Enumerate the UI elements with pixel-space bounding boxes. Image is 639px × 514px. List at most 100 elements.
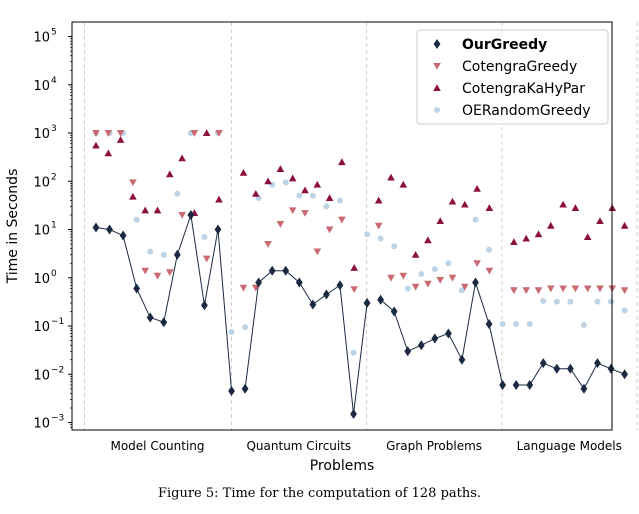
data-point-CotengraGreedy-5 — [153, 272, 162, 280]
data-point-CotengraKaHyPar-7 — [178, 154, 186, 162]
data-point-CotengraKaHyPar-20 — [350, 264, 358, 271]
data-point-CotengraGreedy-17 — [313, 248, 322, 256]
data-point-CotengraGreedy-0 — [92, 130, 100, 137]
data-point-OurGreedy-22 — [390, 306, 398, 317]
data-point-OERandomGreedy-39 — [621, 307, 628, 314]
data-point-OurGreedy-18 — [336, 280, 344, 291]
series-layer — [92, 129, 629, 420]
data-point-CotengraGreedy-7 — [178, 212, 186, 219]
data-point-CotengraGreedy-38 — [596, 285, 604, 293]
data-point-CotengraKaHyPar-30 — [485, 204, 494, 211]
data-point-CotengraGreedy-4 — [141, 267, 149, 275]
data-point-OERandomGreedy-4 — [147, 248, 154, 255]
data-point-OurGreedy-29 — [485, 319, 493, 330]
data-point-OurGreedy-10 — [228, 386, 235, 397]
data-point-OurGreedy-13 — [268, 265, 276, 276]
data-point-CotengraKaHyPar-14 — [276, 165, 285, 172]
data-point-CotengraKaHyPar-10 — [215, 195, 223, 203]
data-point-CotengraGreedy-33 — [534, 287, 543, 295]
data-point-OERandomGreedy-10 — [228, 329, 235, 336]
data-point-OERandomGreedy-24 — [418, 270, 425, 277]
data-point-OERandomGreedy-5 — [160, 251, 167, 258]
data-point-OurGreedy-1 — [106, 224, 113, 235]
series-line-OurGreedy-0 — [95, 214, 233, 392]
data-point-CotengraKaHyPar-13 — [264, 177, 272, 185]
y-tick-label-5: 10 — [33, 175, 50, 190]
data-point-OurGreedy-9 — [214, 224, 222, 235]
y-tick-exponent-6: 3 — [51, 124, 57, 134]
data-point-CotengraKaHyPar-27 — [448, 197, 457, 205]
data-point-CotengraKaHyPar-34 — [547, 221, 555, 229]
data-point-OERandomGreedy-31 — [513, 321, 520, 328]
y-tick-label-3: 10 — [33, 272, 50, 287]
data-point-CotengraKaHyPar-19 — [338, 158, 346, 166]
x-group-label-3: Language Models — [517, 439, 622, 453]
data-point-OurGreedy-15 — [295, 277, 303, 288]
y-tick-label-6: 10 — [33, 127, 50, 142]
data-point-OERandomGreedy-8 — [201, 233, 208, 240]
data-point-CotengraGreedy-27 — [448, 274, 457, 282]
data-point-CotengraGreedy-30 — [485, 267, 494, 275]
data-point-OurGreedy-35 — [566, 363, 574, 374]
data-point-OERandomGreedy-23 — [404, 285, 411, 292]
data-point-OurGreedy-25 — [431, 333, 439, 344]
data-point-CotengraGreedy-19 — [338, 216, 346, 224]
data-point-CotengraKaHyPar-2 — [116, 136, 125, 143]
data-point-OERandomGreedy-26 — [445, 260, 452, 267]
data-point-CotengraKaHyPar-18 — [325, 194, 334, 202]
data-point-CotengraKaHyPar-23 — [399, 180, 408, 188]
data-point-OERandomGreedy-17 — [323, 203, 330, 210]
y-tick-exponent-1: −2 — [51, 365, 64, 375]
data-point-CotengraGreedy-23 — [399, 272, 408, 280]
y-tick-label-8: 10 — [33, 31, 50, 46]
data-point-CotengraGreedy-16 — [301, 210, 309, 217]
data-point-OurGreedy-34 — [553, 363, 561, 374]
data-point-OurGreedy-26 — [445, 328, 452, 339]
data-point-CotengraGreedy-10 — [215, 130, 223, 137]
y-tick-label-0: 10 — [33, 417, 50, 432]
y-tick-label-1: 10 — [33, 368, 50, 383]
data-point-CotengraKaHyPar-12 — [252, 190, 260, 197]
data-point-OurGreedy-33 — [539, 358, 547, 369]
x-axis: Model Counting Quantum Circuits Graph Prob… — [110, 439, 621, 453]
y-tick-exponent-3: 0 — [51, 269, 57, 279]
data-point-OERandomGreedy-20 — [364, 231, 371, 238]
data-point-CotengraGreedy-28 — [461, 283, 469, 291]
data-point-CotengraKaHyPar-40 — [620, 221, 629, 229]
data-point-CotengraKaHyPar-5 — [153, 206, 162, 214]
data-point-OurGreedy-12 — [255, 277, 263, 288]
data-point-CotengraKaHyPar-15 — [288, 174, 297, 182]
data-point-OurGreedy-14 — [282, 265, 290, 276]
data-point-OurGreedy-2 — [119, 230, 127, 241]
data-point-OurGreedy-19 — [350, 409, 357, 420]
data-point-OERandomGreedy-30 — [499, 321, 506, 328]
data-point-OurGreedy-17 — [323, 289, 330, 300]
data-point-CotengraGreedy-22 — [387, 274, 395, 282]
y-axis-label: Time in Seconds — [5, 169, 21, 285]
data-point-CotengraKaHyPar-11 — [239, 168, 248, 176]
series-OERandomGreedy — [93, 130, 628, 356]
data-point-CotengraKaHyPar-28 — [461, 200, 469, 208]
data-point-OurGreedy-21 — [377, 294, 385, 305]
data-point-CotengraKaHyPar-0 — [92, 141, 100, 149]
data-point-OERandomGreedy-14 — [282, 179, 289, 186]
data-point-CotengraGreedy-9 — [202, 255, 211, 263]
data-point-CotengraKaHyPar-24 — [411, 250, 420, 258]
data-point-CotengraGreedy-37 — [583, 285, 592, 293]
data-point-CotengraGreedy-29 — [473, 260, 481, 268]
data-point-CotengraKaHyPar-31 — [510, 238, 518, 246]
data-point-OurGreedy-24 — [417, 340, 425, 351]
data-point-OERandomGreedy-21 — [377, 235, 384, 242]
legend-marker-OurGreedy — [433, 39, 441, 49]
y-tick-label-7: 10 — [33, 79, 50, 94]
data-point-CotengraKaHyPar-1 — [104, 149, 113, 157]
data-point-OERandomGreedy-19 — [350, 349, 357, 356]
data-point-OERandomGreedy-25 — [431, 266, 438, 273]
data-point-CotengraGreedy-15 — [288, 207, 297, 215]
data-point-OurGreedy-36 — [580, 383, 588, 394]
data-point-CotengraGreedy-32 — [522, 287, 530, 295]
data-point-OERandomGreedy-18 — [336, 197, 343, 204]
data-point-OurGreedy-4 — [146, 312, 154, 323]
legend-marker-CotengraGreedy — [433, 63, 441, 70]
